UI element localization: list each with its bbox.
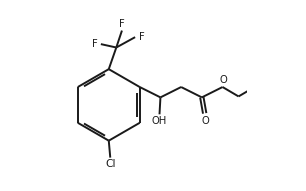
Text: F: F [92,39,98,49]
Text: O: O [219,75,227,85]
Text: OH: OH [152,116,167,126]
Text: F: F [139,32,144,42]
Text: O: O [201,116,209,126]
Text: Cl: Cl [105,159,116,169]
Text: F: F [119,19,125,29]
